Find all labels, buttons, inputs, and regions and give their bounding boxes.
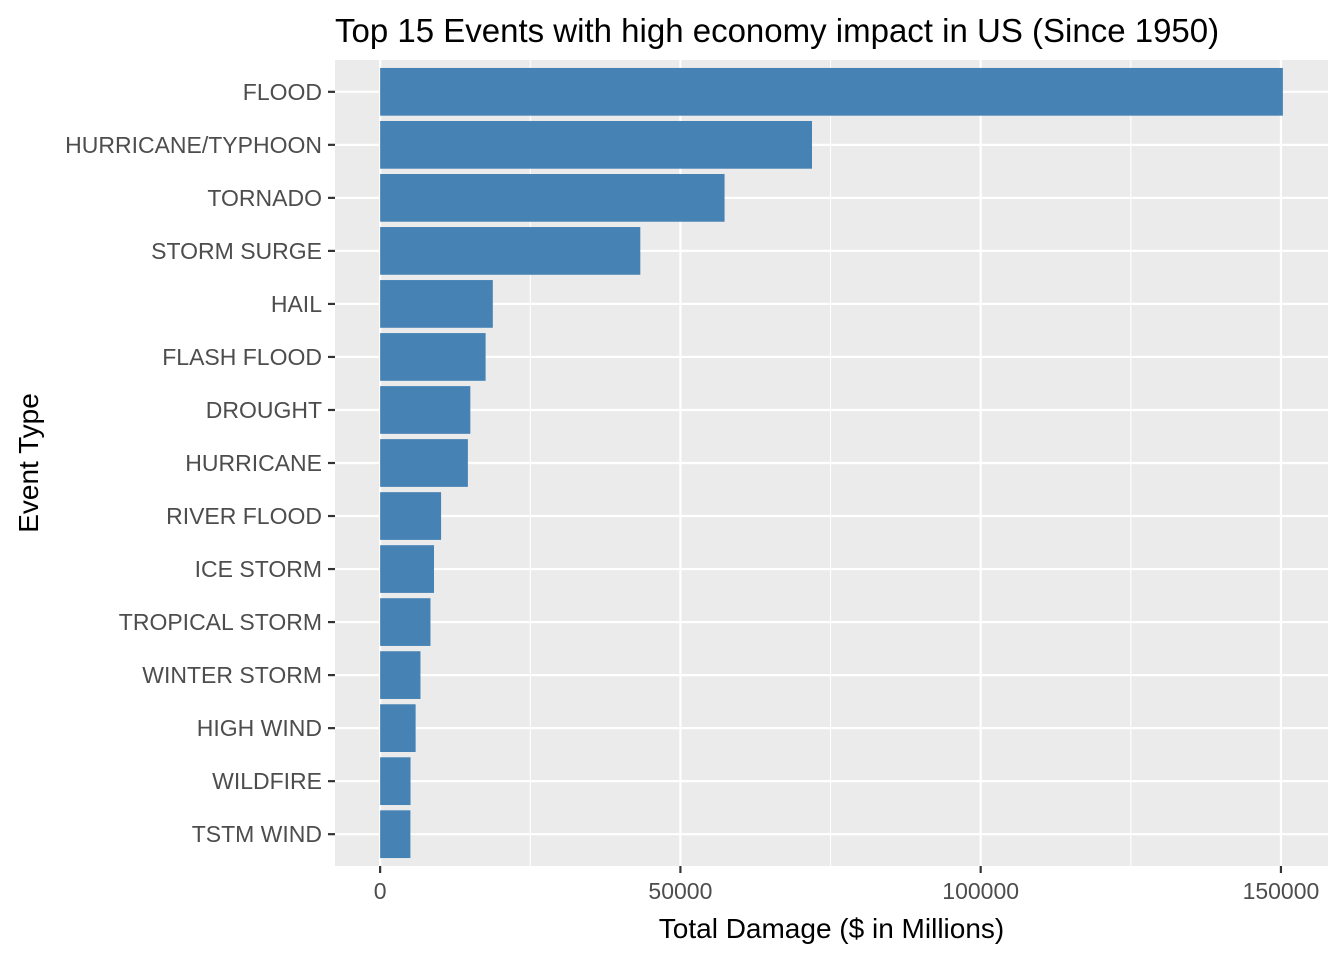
y-tick-label: FLOOD bbox=[243, 79, 322, 105]
bar-drought bbox=[380, 386, 471, 434]
y-tick-label: HIGH WIND bbox=[197, 715, 322, 741]
y-tick-label: STORM SURGE bbox=[151, 238, 322, 264]
bar-flash-flood bbox=[380, 333, 486, 381]
bar-ice-storm bbox=[380, 545, 434, 593]
bar-high-wind bbox=[380, 704, 416, 752]
y-tick-label: HURRICANE bbox=[185, 450, 322, 476]
bar-hurricane-typhoon bbox=[380, 120, 813, 169]
bar-hail bbox=[380, 280, 493, 328]
bar-winter-storm bbox=[380, 651, 421, 699]
y-tick-label: TSTM WIND bbox=[192, 821, 322, 847]
y-tick-label: RIVER FLOOD bbox=[166, 503, 322, 529]
y-tick-label: ICE STORM bbox=[195, 556, 322, 582]
x-tick-label: 100000 bbox=[942, 878, 1019, 904]
y-tick-label: WINTER STORM bbox=[142, 662, 322, 688]
y-axis: FLOOD HURRICANE/TYPHOON TORNADO STORM SURGE… bbox=[65, 79, 335, 847]
bars bbox=[380, 67, 1283, 859]
x-tick-label: 0 bbox=[374, 878, 387, 904]
bar-tstm-wind bbox=[380, 810, 411, 859]
bar-wildfire bbox=[380, 757, 411, 806]
y-axis-title: Event Type bbox=[13, 393, 44, 533]
x-axis-title: Total Damage ($ in Millions) bbox=[659, 913, 1004, 944]
y-tick-label: FLASH FLOOD bbox=[162, 344, 322, 370]
y-tick-label: HURRICANE/TYPHOON bbox=[65, 132, 322, 158]
bar-hurricane bbox=[380, 439, 468, 487]
y-tick-label: DROUGHT bbox=[206, 397, 322, 423]
x-tick-label: 150000 bbox=[1243, 878, 1320, 904]
chart-title: Top 15 Events with high economy impact i… bbox=[335, 12, 1219, 49]
bar-storm-surge bbox=[380, 227, 641, 275]
x-tick-label: 50000 bbox=[648, 878, 712, 904]
bar-tropical-storm bbox=[380, 598, 431, 646]
y-tick-label: TROPICAL STORM bbox=[119, 609, 322, 635]
bar-flood bbox=[380, 67, 1283, 116]
bar-tornado bbox=[380, 174, 725, 222]
bar-river-flood bbox=[380, 492, 442, 540]
x-axis: 0 50000 100000 150000 bbox=[374, 866, 1320, 904]
y-tick-label: HAIL bbox=[271, 291, 322, 317]
y-tick-label: WILDFIRE bbox=[212, 768, 322, 794]
y-tick-label: TORNADO bbox=[207, 185, 322, 211]
